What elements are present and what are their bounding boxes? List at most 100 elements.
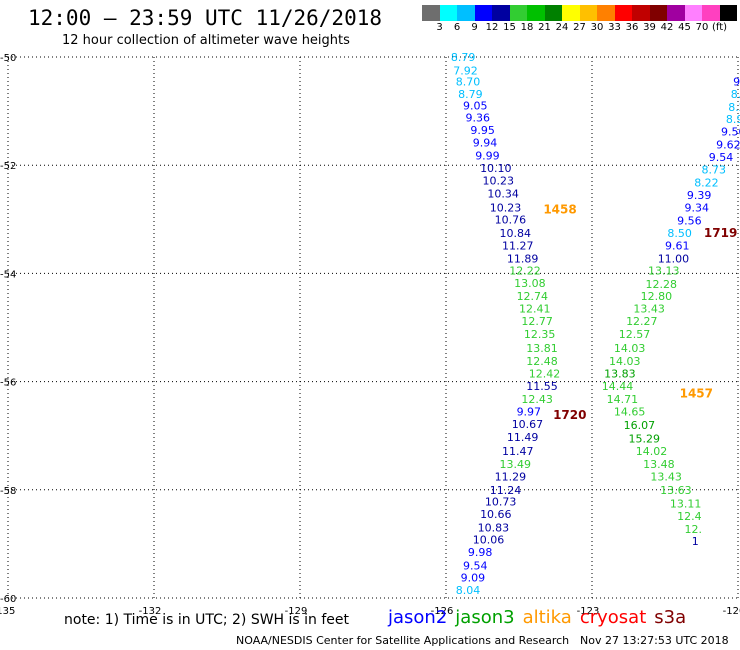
- wave-height-label: 9.61: [665, 239, 690, 252]
- wave-height-label: 14.71: [607, 393, 639, 406]
- legend-swatch: [457, 5, 475, 21]
- legend-swatch: [439, 5, 457, 21]
- legend-label: 30: [590, 22, 604, 33]
- pass-time-label: 1720: [553, 408, 586, 422]
- wave-height-label: 11.29: [495, 470, 526, 483]
- legend-label: 70: [695, 22, 709, 33]
- legend-swatch: [632, 5, 650, 21]
- legend-swatch: [544, 5, 562, 21]
- wave-height-label: 11.27: [502, 239, 534, 252]
- legend-label: 39: [643, 22, 656, 33]
- wave-height-label: 13.08: [514, 277, 546, 290]
- x-tick-label: -120: [723, 606, 740, 617]
- legend-label: 42: [660, 22, 674, 33]
- wave-height-label: 8.22: [694, 177, 719, 190]
- pass-time-label: 1719: [704, 226, 737, 240]
- wave-height-label: 8.29: [728, 101, 740, 114]
- wave-height-label: 16.07: [624, 419, 656, 432]
- legend-swatch: [684, 5, 702, 21]
- legend-swatch: [702, 5, 720, 21]
- legend-label: 3: [436, 22, 443, 33]
- y-tick-label: -50: [0, 53, 16, 64]
- wave-height-label: 8.70: [456, 75, 481, 88]
- legend-label: 21: [538, 22, 551, 33]
- wave-height-label: 8.6: [731, 88, 740, 101]
- wave-height-label: 8.79: [451, 51, 476, 64]
- legend-label: 6: [453, 22, 461, 33]
- wave-height-label: 14.03: [614, 342, 646, 355]
- wave-height-label: 9.97: [517, 405, 542, 418]
- wave-height-label: 13.81: [526, 342, 558, 355]
- tick-labels: -135 -132 -129 -126 -123 -120 -50 -52 -54 -56 -58 -…: [0, 53, 740, 617]
- wave-height-label: 10.06: [473, 534, 505, 547]
- wave-height-label: 10.23: [483, 174, 515, 187]
- wave-height-label: 8.94: [726, 113, 740, 126]
- wave-height-label: 8.73: [702, 164, 727, 177]
- wave-height-label: 12.35: [524, 328, 556, 341]
- wave-height-label: 14.65: [614, 405, 646, 418]
- wave-height-label: 12.22: [509, 265, 541, 278]
- wave-height-label: 8.79: [458, 88, 483, 101]
- y-tick-label: -52: [0, 161, 16, 172]
- wave-height-label: 13.63: [660, 484, 692, 497]
- wave-height-label: 9.05: [463, 100, 488, 113]
- wave-height-label: 9.09: [461, 571, 486, 584]
- wave-height-label: 10.10: [480, 162, 512, 175]
- wave-height-label: 7.92: [453, 65, 478, 78]
- legend-label: 15: [503, 22, 516, 33]
- wave-height-label: 13.43: [650, 470, 682, 483]
- legend-label: (ft): [711, 22, 728, 33]
- legend-swatch: [562, 5, 580, 21]
- wave-height-label: 9.95: [470, 124, 495, 137]
- wave-height-label: 10.23: [490, 201, 522, 214]
- wave-height-label: 9.36: [465, 112, 490, 125]
- legend-label: 33: [608, 22, 621, 33]
- legend-label: 36: [625, 22, 639, 33]
- wave-height-label: 10.76: [495, 213, 526, 226]
- legend-swatch: [649, 5, 667, 21]
- legend-label: 27: [573, 22, 586, 33]
- gridlines: [7, 56, 739, 599]
- x-tick-label: -123: [577, 606, 600, 617]
- pass-time-label: 1457: [680, 387, 713, 401]
- legend-swatch: [492, 5, 510, 21]
- wave-height-label: 12.48: [526, 355, 558, 368]
- wave-height-label: 15.29: [629, 432, 661, 445]
- mission-cryosat: cryosat: [579, 607, 647, 628]
- wave-height-label: 13.48: [643, 458, 675, 471]
- wave-height-label: 8.50: [667, 227, 692, 240]
- legend-swatch: [667, 5, 685, 21]
- wave-height-label: 12.: [684, 523, 702, 536]
- y-tick-label: -60: [0, 594, 16, 605]
- wave-height-label: 13.13: [648, 265, 680, 278]
- wave-height-label: 14.03: [609, 355, 641, 368]
- wave-height-label: 13.83: [604, 367, 636, 380]
- wave-height-label: 9.54: [463, 560, 488, 573]
- pass-time-label: 1458: [543, 203, 576, 217]
- legend-label: 24: [555, 22, 569, 33]
- footnote: note: 1) Time is in UTC; 2) SWH is in fe…: [64, 612, 350, 628]
- wave-height-label: 12.4: [677, 510, 702, 523]
- x-tick-label: -129: [285, 606, 308, 617]
- legend-label: 45: [678, 22, 691, 33]
- wave-height-label: 9.50: [721, 126, 740, 139]
- page-title: 12:00 — 23:59 UTC 11/26/2018: [28, 6, 383, 30]
- wave-height-label: 11.49: [507, 431, 539, 444]
- wave-height-label: 10.67: [512, 418, 544, 431]
- y-tick-label: -56: [0, 378, 16, 389]
- legend-swatch: [509, 5, 527, 21]
- wave-height-label: 12.41: [519, 303, 551, 316]
- wave-height-label: 12.43: [521, 393, 553, 406]
- wave-height-label: 11.89: [507, 252, 539, 265]
- wave-height-label: 13.11: [670, 497, 702, 510]
- wave-height-label: 14.02: [636, 445, 668, 458]
- y-tick-label: -58: [0, 486, 16, 497]
- wave-height-label: 12.57: [619, 328, 651, 341]
- wave-height-label: 12.77: [521, 315, 553, 328]
- wave-height-label: 11.24: [490, 484, 522, 497]
- color-legend-bar: [422, 5, 737, 21]
- wave-height-label: 12.74: [517, 290, 549, 303]
- wave-height-label: 13.49: [500, 458, 532, 471]
- mission-legend: jason2 jason3 altika cryosat s3a: [388, 607, 694, 628]
